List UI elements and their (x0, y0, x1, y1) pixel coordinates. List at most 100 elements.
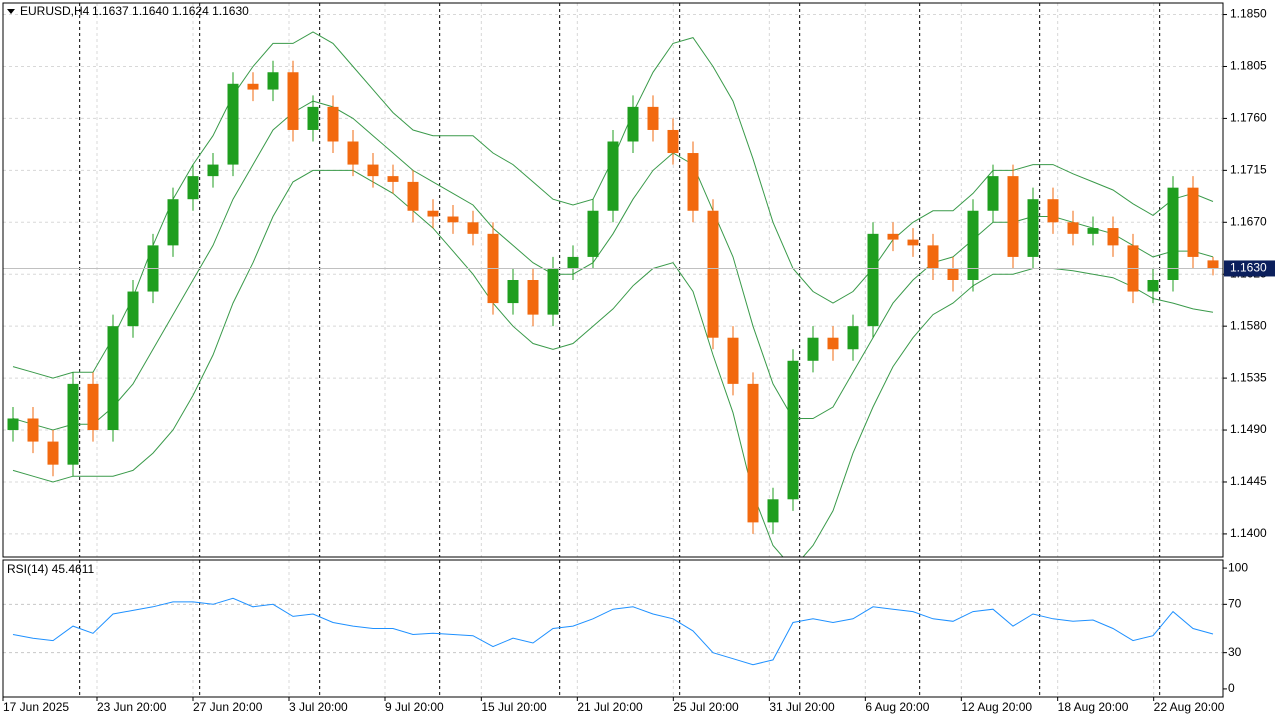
main-plot (3, 31, 1223, 557)
candle-body (867, 233, 879, 327)
candle-body (1147, 280, 1159, 292)
x-tick-label: 27 Jun 20:00 (193, 700, 263, 714)
candle-body (607, 141, 619, 211)
candle-body (347, 141, 359, 165)
candle-body (1107, 228, 1119, 246)
candle-body (1027, 199, 1039, 257)
symbol-title: EURUSD,H4 (20, 4, 90, 18)
candle-body (87, 383, 99, 431)
x-tick-label: 9 Jul 20:00 (385, 700, 444, 714)
candle-body (747, 383, 759, 523)
candle-body (387, 176, 399, 182)
main-frame (2, 2, 1224, 558)
candle-body (247, 83, 259, 90)
candle-body (267, 72, 279, 90)
candle-body (727, 337, 739, 384)
candle-body (287, 72, 299, 130)
x-tick-label: 31 Jul 20:00 (769, 700, 835, 714)
y-tick-label: 1.1400 (1230, 526, 1267, 540)
x-tick-label: 23 Jun 20:00 (97, 700, 167, 714)
rsi-title: RSI(14) 45.4611 (7, 562, 94, 576)
x-tick-label: 3 Jul 20:00 (289, 700, 348, 714)
candle-body (207, 164, 219, 177)
candle-body (47, 441, 59, 465)
y-tick-label: 1.1805 (1230, 59, 1267, 73)
candle-body (547, 268, 559, 315)
candle-body (127, 291, 139, 327)
candle-body (467, 222, 479, 234)
candle-body (687, 153, 699, 211)
candle-body (807, 337, 819, 361)
candle-body (567, 256, 579, 269)
candle-body (27, 418, 39, 442)
candle-body (1007, 176, 1019, 257)
menu-arrow[interactable] (7, 9, 15, 14)
candle-body (427, 210, 439, 217)
y-tick-label: 1.1535 (1230, 370, 1267, 384)
y-tick-label: 1.1850 (1230, 7, 1267, 21)
current-price-label: 1.1630 (1230, 261, 1267, 275)
x-tick-label: 15 Jul 20:00 (481, 700, 547, 714)
y-tick-label: 1.1490 (1230, 422, 1267, 436)
y-tick-label: 1.1760 (1230, 111, 1267, 125)
candle-body (327, 106, 339, 142)
candle-body (307, 106, 319, 130)
x-tick-label: 12 Aug 20:00 (961, 700, 1032, 714)
candle-body (187, 176, 199, 200)
y-tick-label: 1.1670 (1230, 214, 1267, 228)
candle-body (1067, 222, 1079, 234)
rsi-tick-label: 0 (1228, 681, 1235, 695)
rsi-plot (12, 597, 1214, 666)
candle-body (827, 337, 839, 350)
candle-body (527, 280, 539, 315)
candle-body (7, 418, 19, 431)
candle-body (1187, 187, 1199, 257)
candle-body (587, 210, 599, 257)
candle-body (787, 360, 799, 500)
candle-body (507, 280, 519, 304)
candle-body (667, 129, 679, 154)
candle-body (967, 210, 979, 280)
candle-body (907, 239, 919, 246)
rsi-tick-label: 30 (1228, 645, 1242, 659)
candle-body (1207, 260, 1219, 269)
candle-body (627, 106, 639, 142)
candle-body (647, 106, 659, 130)
candle-body (407, 181, 419, 211)
ohlc-info: 1.1637 1.1640 1.1624 1.1630 (92, 4, 249, 18)
x-tick-label: 21 Jul 20:00 (577, 700, 643, 714)
y-tick-label: 1.1715 (1230, 163, 1267, 177)
rsi-tick-label: 100 (1228, 560, 1248, 574)
candle-body (927, 245, 939, 269)
candle-body (707, 210, 719, 338)
current-price-box (1224, 260, 1275, 277)
candle-body (947, 268, 959, 280)
candle-body (107, 326, 119, 431)
y-tick-label: 1.1580 (1230, 318, 1267, 332)
x-tick-label: 22 Aug 20:00 (1154, 700, 1225, 714)
grid-layer (3, 3, 1223, 697)
axes-layer: 1.18501.18051.17601.17151.16701.16251.15… (2, 7, 1275, 714)
candle-body (227, 83, 239, 165)
candle-body (1047, 199, 1059, 223)
x-tick-label: 25 Jul 20:00 (673, 700, 739, 714)
candle-body (847, 326, 859, 350)
band-lower (12, 169, 1214, 557)
candle-body (167, 199, 179, 246)
candle-body (887, 233, 899, 240)
candle-body (767, 499, 779, 523)
rsi-frame (2, 559, 1224, 698)
candle-body (447, 216, 459, 223)
candle-body (67, 383, 79, 465)
x-tick-label: 18 Aug 20:00 (1058, 700, 1129, 714)
x-tick-label: 17 Jun 2025 (3, 700, 69, 714)
x-tick-label: 6 Aug 20:00 (865, 700, 929, 714)
y-tick-label: 1.1445 (1230, 474, 1267, 488)
candle-body (367, 164, 379, 177)
rsi-tick-label: 70 (1228, 597, 1242, 611)
candle-body (1167, 187, 1179, 280)
candle-body (1087, 228, 1099, 234)
